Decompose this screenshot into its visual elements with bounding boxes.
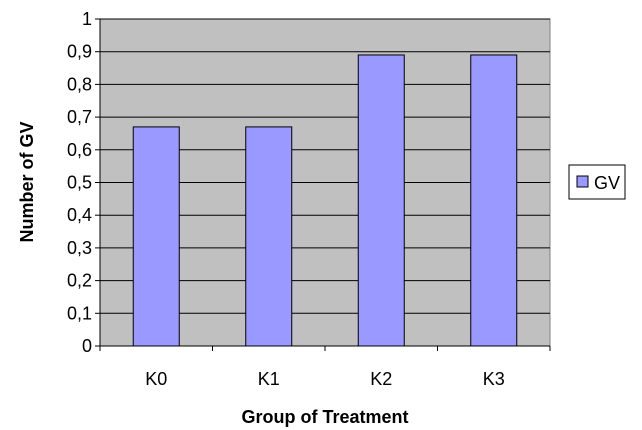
y-tick-label: 0,3 <box>67 238 92 258</box>
y-tick-label: 0 <box>82 336 92 356</box>
x-tick-labels: K0 K1 K2 K3 <box>145 369 505 389</box>
y-tick-label: 0,8 <box>67 74 92 94</box>
bar-k1 <box>245 126 293 347</box>
legend-label-gv: GV <box>594 173 620 193</box>
bar-k2 <box>357 54 405 347</box>
y-axis-title: Number of GV <box>17 121 37 242</box>
legend: GV <box>568 164 626 200</box>
bar-k3 <box>470 54 518 347</box>
x-tick-label: K3 <box>483 369 505 389</box>
y-tick-labels: 0 0,1 0,2 0,3 0,4 0,5 0,6 0,7 0,8 0,9 1 <box>67 9 92 356</box>
x-tick-label: K2 <box>370 369 392 389</box>
x-axis-title: Group of Treatment <box>241 407 408 427</box>
y-tick-label: 0,6 <box>67 140 92 160</box>
y-tick-label: 0,5 <box>67 173 92 193</box>
x-tick-label: K0 <box>145 369 167 389</box>
y-tick-label: 0,2 <box>67 271 92 291</box>
y-tick-label: 0,9 <box>67 42 92 62</box>
y-tick-label: 0,4 <box>67 205 92 225</box>
y-tick-label: 0,7 <box>67 107 92 127</box>
y-tick-label: 0,1 <box>67 303 92 323</box>
x-tick-label: K1 <box>258 369 280 389</box>
legend-swatch-gv <box>576 175 589 188</box>
axes <box>95 18 551 351</box>
bar-k0 <box>132 126 180 347</box>
y-tick-label: 1 <box>82 9 92 29</box>
